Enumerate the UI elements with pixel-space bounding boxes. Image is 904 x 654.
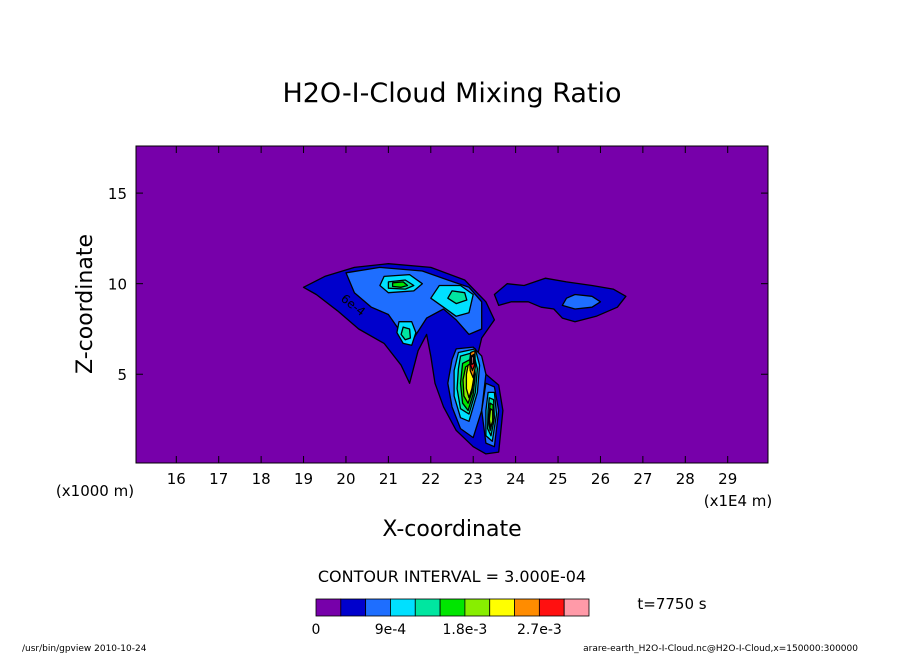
contour-region-level-4 [447, 290, 468, 305]
x-tick-label: 28 [676, 470, 695, 488]
footer-right: arare-earth_H2O-I-Cloud.nc@H2O-I-Cloud,x… [583, 644, 858, 654]
x-axis-ticks: 16 17 18 19 20 21 22 23 24 25 26 27 28 29 [167, 146, 737, 488]
y-tick-label: 10 [108, 276, 127, 294]
contour-region-level-1 [493, 277, 627, 323]
colorbar [315, 598, 590, 617]
colorbar-tick-labels: 0 9e-4 1.8e-3 2.7e-3 [312, 622, 562, 638]
x-tick-label: 26 [591, 470, 610, 488]
x-axis-unit-label: (x1E4 m) [704, 492, 773, 510]
x-tick-label: 20 [336, 470, 355, 488]
x-axis-label: X-coordinate [382, 517, 521, 542]
colorbar-tick-label: 0 [312, 622, 321, 638]
y-tick-label: 5 [117, 366, 127, 384]
x-tick-label: 19 [294, 470, 313, 488]
x-tick-label: 24 [506, 470, 525, 488]
contour-region-level-2 [561, 293, 602, 310]
contour-region-level-4 [400, 326, 412, 341]
x-tick-label: 22 [421, 470, 440, 488]
plot-frame [135, 145, 769, 464]
x-tick-label: 17 [209, 470, 228, 488]
colorbar-cell [514, 598, 540, 617]
x-tick-label: 29 [718, 470, 737, 488]
contour-regions [302, 263, 627, 455]
colorbar-cell [464, 598, 491, 617]
colorbar-cell [365, 598, 391, 617]
footer-left: /usr/bin/gpview 2010-10-24 [22, 644, 147, 654]
x-tick-label: 16 [167, 470, 186, 488]
colorbar-tick-label: 1.8e-3 [442, 622, 487, 638]
colorbar-cell [538, 598, 565, 617]
colorbar-cell [489, 598, 515, 617]
colorbar-tick-label: 2.7e-3 [517, 622, 562, 638]
y-axis-label: Z-coordinate [73, 234, 98, 374]
contour-region-level-10 [470, 355, 475, 365]
x-tick-label: 27 [633, 470, 652, 488]
colorbar-cell [340, 598, 367, 617]
x-tick-label: 21 [379, 470, 398, 488]
colorbar-cell [563, 598, 590, 617]
time-stamp: t=7750 s [637, 595, 706, 613]
y-axis-ticks: 5 10 15 [108, 185, 768, 384]
x-tick-label: 18 [252, 470, 271, 488]
y-tick-label: 15 [108, 185, 127, 203]
chart-title: H2O-I-Cloud Mixing Ratio [282, 78, 621, 109]
colorbar-cell [439, 598, 466, 617]
colorbar-cell [390, 598, 416, 617]
x-tick-label: 23 [464, 470, 483, 488]
contour-region-level-5 [391, 281, 409, 288]
colorbar-tick-label: 9e-4 [375, 622, 407, 638]
contour-interval-text: CONTOUR INTERVAL = 3.000E-04 [318, 567, 586, 586]
contour-region-level-6 [488, 408, 494, 428]
y-axis-unit-label: (x1000 m) [56, 482, 134, 500]
colorbar-cell [414, 598, 441, 617]
colorbar-cell [315, 598, 342, 617]
x-tick-label: 25 [548, 470, 567, 488]
